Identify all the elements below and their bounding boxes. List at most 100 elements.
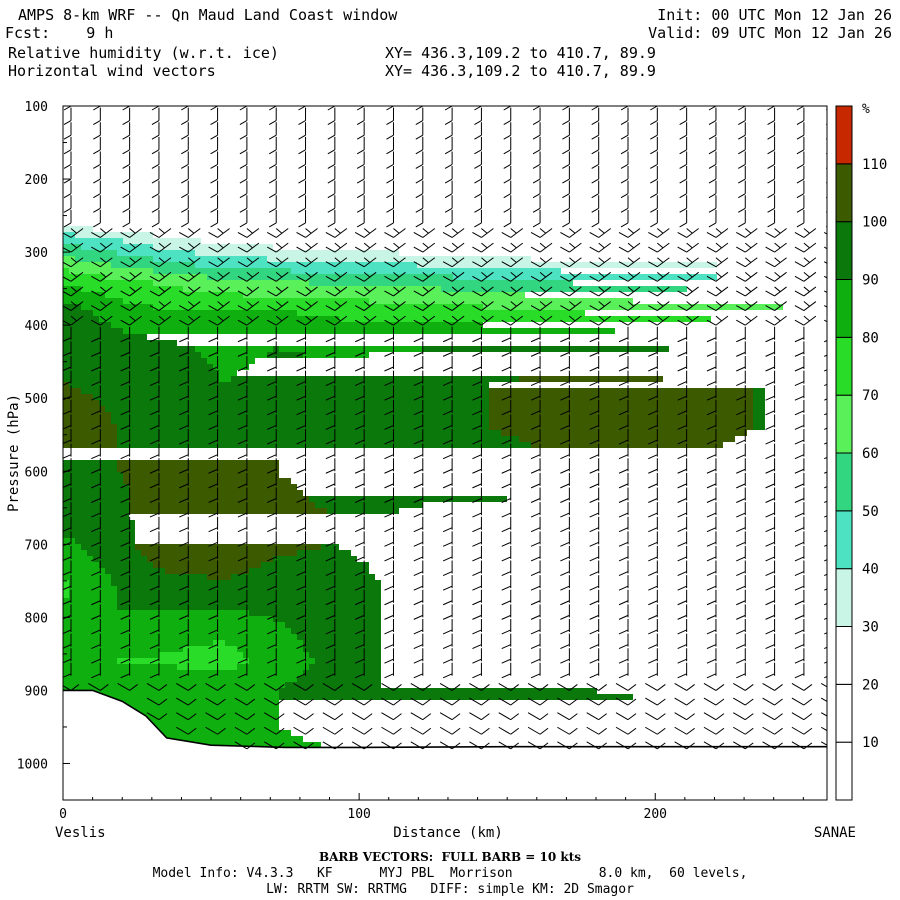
wind-barb [149, 414, 160, 430]
rh-cell [111, 418, 489, 424]
wind-barb [208, 633, 219, 650]
wind-barb [560, 443, 570, 460]
wind-barb [267, 516, 277, 533]
wind-barb [413, 545, 424, 562]
wind-barb [354, 443, 365, 460]
wind-barb [562, 180, 570, 199]
wind-barb [63, 209, 72, 228]
wind-barb [296, 326, 307, 343]
wind-barb [442, 648, 453, 664]
wind-barb [618, 315, 641, 326]
wind-barb [765, 545, 776, 562]
wind-barb [354, 487, 365, 503]
wind-barb [645, 682, 666, 691]
wind-barb [650, 180, 658, 199]
wind-barb [560, 502, 570, 518]
wind-barb [439, 682, 461, 691]
wind-barb [474, 136, 482, 155]
wind-barb [501, 443, 512, 460]
rh-cell [63, 226, 93, 232]
wind-barb [91, 271, 113, 282]
wind-barb [530, 271, 553, 282]
wind-barb [618, 242, 641, 253]
wind-barb [296, 242, 318, 253]
wind-barb [91, 516, 101, 533]
rh-cell [63, 334, 147, 340]
wind-barb [181, 136, 189, 155]
wind-barb [267, 487, 277, 503]
rh-cell [297, 634, 381, 640]
wind-barb [648, 326, 658, 343]
wind-barb [677, 545, 688, 562]
wind-barb [181, 151, 189, 169]
wind-barb [472, 575, 482, 591]
wind-barb [384, 531, 394, 547]
rh-cell [117, 586, 381, 592]
rh-cell [63, 736, 303, 742]
wind-barb [91, 589, 101, 606]
wind-barb [410, 712, 432, 721]
wind-barb [296, 429, 307, 445]
wind-barb [679, 122, 688, 140]
wind-barb [267, 326, 277, 343]
wind-barb [210, 136, 219, 155]
wind-barb [149, 633, 160, 650]
wind-barb [266, 315, 289, 326]
wind-barb [239, 122, 248, 140]
wind-barb [237, 341, 248, 357]
wind-barb [648, 618, 658, 635]
wind-barb [738, 107, 746, 126]
wind-barb [179, 472, 189, 489]
wind-barb [620, 107, 629, 126]
wind-barb [120, 355, 131, 372]
wind-barb [413, 575, 424, 591]
rh-cell [111, 322, 483, 328]
wind-barb [151, 107, 160, 126]
wind-barb [91, 315, 113, 326]
wind-barb [93, 136, 101, 155]
x-tick-label: 100 [347, 807, 370, 822]
rh-cell [63, 484, 129, 490]
wind-barb [677, 414, 688, 430]
wind-barb [91, 301, 113, 311]
wind-barb [120, 633, 131, 650]
wind-barb [181, 122, 189, 140]
wind-barb [794, 487, 805, 503]
wind-barb [824, 354, 827, 357]
wind-barb [263, 712, 285, 721]
wind-barb [765, 618, 776, 635]
wind-barb [354, 242, 377, 253]
wind-barb [708, 106, 717, 111]
wind-barb [149, 516, 160, 533]
wind-barb [293, 697, 314, 706]
wind-barb [263, 741, 285, 750]
wind-barb [413, 399, 424, 416]
wind-barb [796, 166, 805, 184]
wind-barb [823, 290, 827, 294]
wind-barb [325, 531, 336, 547]
barb-note: BARB VECTORS: FULL BARB = 10 kts [318, 850, 582, 864]
wind-barb [91, 385, 101, 401]
wind-barb [648, 633, 658, 650]
wind-barb [530, 618, 541, 635]
wind-barb [120, 271, 142, 282]
wind-barb [354, 370, 365, 387]
wind-barb [824, 646, 827, 650]
wind-barb [356, 166, 365, 184]
wind-barb [589, 458, 600, 474]
wind-barb [151, 166, 160, 184]
wind-barb [384, 286, 406, 297]
rh-cell [81, 388, 489, 394]
wind-barb [179, 662, 189, 679]
wind-barb [733, 682, 754, 691]
wind-barb [591, 122, 600, 140]
rh-cell [63, 646, 183, 652]
wind-barb [706, 414, 717, 430]
rh-cell [153, 304, 483, 310]
wind-barb [501, 257, 524, 268]
wind-barb [762, 712, 783, 721]
wind-barb [820, 726, 827, 732]
wind-barb [179, 414, 189, 430]
rh-cell [183, 286, 441, 292]
wind-barb [384, 545, 394, 562]
